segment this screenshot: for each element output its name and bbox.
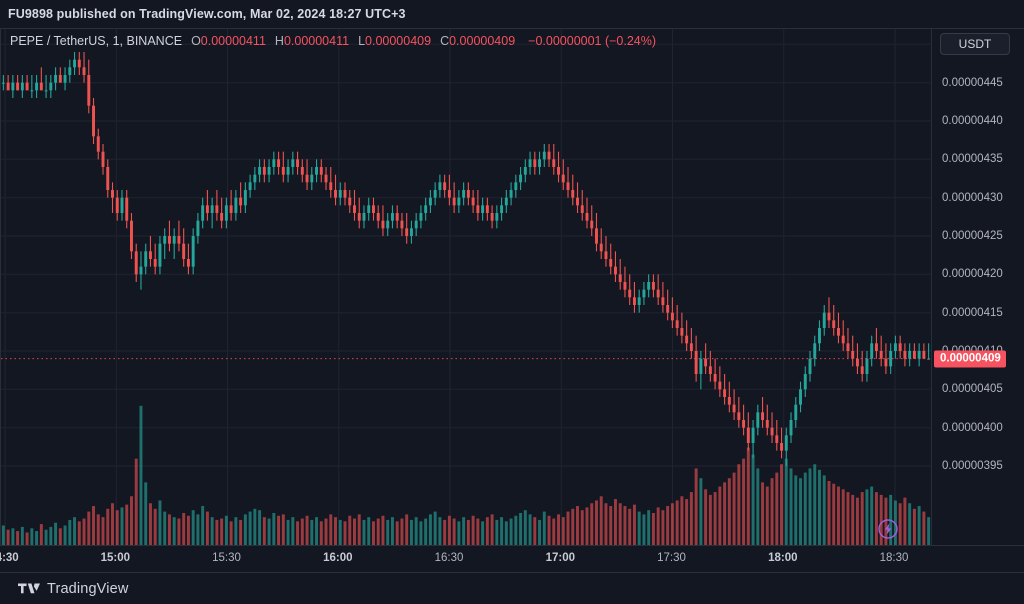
time-axis-tick: 16:30 [434,552,464,564]
chart-panel: PEPE / TetherUS, 1, BINANCE O0.00000411 … [0,28,1024,573]
legend-symbol[interactable]: PEPE / TetherUS, 1, BINANCE [10,34,183,48]
price-axis-tick: 0.00000415 [942,306,1003,319]
price-axis-tick: 0.00000440 [942,115,1003,127]
plot-area[interactable] [0,29,931,545]
price-axis-tick: 0.00000405 [942,383,1003,396]
legend-high-label: H [274,34,284,48]
legend-high: H0.00000411 [275,34,349,48]
attribution-bar: FU9898 published on TradingView.com, Mar… [0,0,1024,28]
time-axis-tick: 15:00 [100,552,131,564]
footer-bar: TradingView [0,573,1024,604]
time-axis-tick: 16:00 [323,552,353,564]
legend-high-value: 0.00000411 [283,34,350,48]
lightning-bolt-icon[interactable] [878,519,898,539]
price-axis-tick: 0.00000445 [942,76,1003,89]
price-axis-tick: 0.00000400 [942,421,1003,434]
legend-open: O0.00000411 [191,34,266,48]
tradingview-brand-text: TradingView [47,580,129,597]
price-axis-tick: 0.00000435 [942,153,1003,166]
time-axis-tick: 18:30 [879,552,909,564]
time-axis[interactable]: 14:30 15:00 15:30 16:00 16:30 17:00 17:30 18:00… [0,545,1024,573]
legend-low-label: L [358,34,366,48]
currency-badge[interactable]: USDT [940,33,1010,55]
legend-low: L0.00000409 [358,34,431,48]
price-axis-tick: 0.00000395 [942,460,1003,472]
legend-open-value: 0.00000411 [200,34,266,48]
time-axis-tick: 17:00 [545,552,576,564]
candlestick-svg [1,29,931,545]
time-axis-tick: 17:30 [657,552,686,564]
time-axis-tick: 15:30 [212,552,241,564]
price-axis[interactable]: 0.000004500.000004450.000004400.00000435… [931,29,1024,545]
current-price-badge: 0.00000409 [934,350,1006,368]
grid-layer [1,29,931,545]
candle-layer [1,52,931,466]
legend-change: −0.00000001 (−0.24%) [528,34,657,48]
legend-low-value: 0.00000409 [365,34,432,48]
price-axis-tick: 0.00000420 [942,268,1003,281]
legend-close-value: 0.00000409 [449,34,516,48]
time-axis-tick: 14:30 [0,552,19,564]
attribution-text: FU9898 published on TradingView.com, Mar… [8,7,406,21]
legend-open-label: O [191,34,201,48]
legend-close-label: C [440,34,450,48]
legend-close: C0.00000409 [440,34,515,48]
currency-badge-label: USDT [958,37,992,51]
price-axis-tick: 0.00000425 [942,230,1003,242]
time-axis-tick: 18:00 [768,552,798,564]
tradingview-logo-icon [18,583,40,593]
chart-legend: PEPE / TetherUS, 1, BINANCE O0.00000411 … [10,34,656,48]
price-axis-tick: 0.00000430 [942,191,1003,204]
